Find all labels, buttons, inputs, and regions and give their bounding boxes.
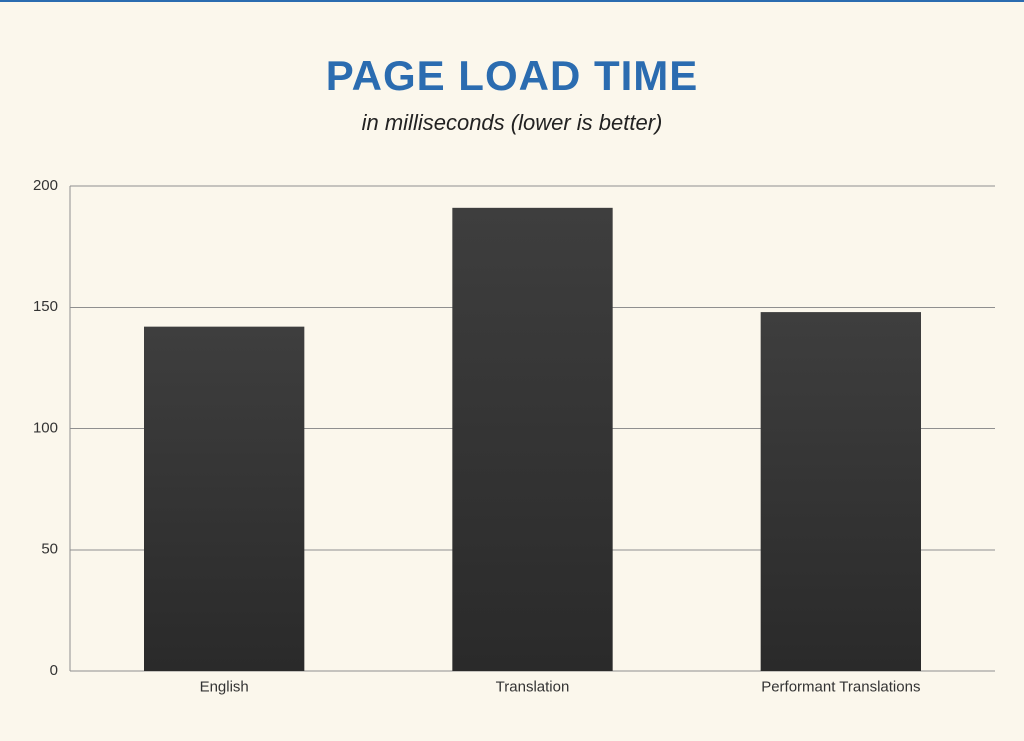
bar (144, 327, 304, 671)
x-tick-label: Performant Translations (761, 678, 920, 695)
chart-plot: 0 50 100 150 200 English Translation Performant… (0, 166, 1024, 741)
chart-svg: 0 50 100 150 200 English Translation Performant… (0, 166, 1024, 726)
y-tick-label: 100 (33, 419, 58, 436)
bar (761, 312, 921, 671)
x-tick-label: Translation (496, 678, 570, 695)
y-tick-label: 0 (50, 662, 58, 679)
bar (452, 208, 612, 671)
y-tick-label: 50 (41, 541, 58, 558)
y-tick-label: 150 (33, 298, 58, 315)
chart-subtitle: in milliseconds (lower is better) (362, 110, 663, 136)
x-tick-label: English (200, 678, 249, 695)
chart-container: PAGE LOAD TIME in milliseconds (lower is… (0, 2, 1024, 741)
y-tick-label: 200 (33, 177, 58, 194)
chart-title: PAGE LOAD TIME (326, 52, 699, 100)
